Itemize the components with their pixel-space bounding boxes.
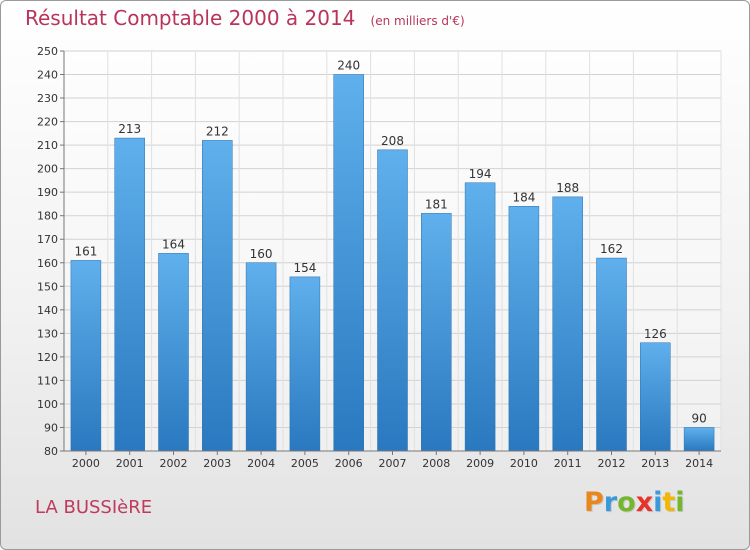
x-tick-label-2006: 2006 [335, 457, 363, 470]
y-tick-label: 90 [44, 421, 58, 434]
y-tick-label: 110 [37, 374, 58, 387]
data-label-2013: 126 [644, 327, 667, 341]
bar-2011 [552, 196, 583, 452]
bar-2014 [683, 427, 715, 452]
logo-letter: x [635, 487, 654, 518]
chart-title: Résultat Comptable 2000 à 2014 [25, 6, 356, 30]
x-tick-label-2009: 2009 [466, 457, 494, 470]
bar-2005 [289, 276, 321, 452]
y-tick-label: 150 [37, 280, 58, 293]
y-tick-label: 120 [37, 351, 58, 364]
data-label-2006: 240 [337, 59, 360, 73]
x-tick-label-2013: 2013 [641, 457, 669, 470]
y-tick-label: 240 [37, 69, 58, 82]
bar-2010 [508, 206, 540, 452]
y-tick-label: 250 [37, 45, 58, 58]
x-tick-label-2003: 2003 [203, 457, 231, 470]
y-tick-label: 130 [37, 327, 58, 340]
data-label-2008: 181 [425, 197, 448, 211]
y-tick-label: 200 [37, 163, 58, 176]
bar-2004 [245, 262, 277, 452]
x-tick-label-2012: 2012 [598, 457, 626, 470]
x-tick-label-2000: 2000 [72, 457, 100, 470]
commune-name: LA BUSSIèRE [35, 497, 153, 518]
bar-2003 [202, 140, 233, 452]
x-tick-label-2007: 2007 [379, 457, 407, 470]
y-tick-label: 220 [37, 116, 58, 129]
data-label-2014: 90 [691, 411, 706, 425]
data-label-2009: 194 [469, 167, 492, 181]
y-tick-label: 230 [37, 92, 58, 105]
x-tick-label-2005: 2005 [291, 457, 319, 470]
title-block: Résultat Comptable 2000 à 2014 (en milli… [25, 6, 465, 30]
y-tick-label: 140 [37, 304, 58, 317]
data-label-2001: 213 [118, 122, 141, 136]
bars [70, 74, 715, 452]
logo-letter: P [584, 487, 604, 518]
bar-2000 [70, 260, 102, 452]
x-tick-label-2010: 2010 [510, 457, 538, 470]
data-label-2007: 208 [381, 134, 404, 148]
x-tick-label-2011: 2011 [554, 457, 582, 470]
bar-2007 [377, 149, 408, 452]
logo-letter: r [603, 487, 618, 518]
data-label-2004: 160 [250, 247, 273, 261]
data-label-2011: 188 [556, 181, 579, 195]
axes: 80 90 100 110 120 130 140 150 160 170 180 190 200 210… [37, 45, 721, 470]
data-labels: 161 213 164 212 160 154 240 208 181 194 184 188 162 1… [74, 59, 706, 426]
y-tick-label: 190 [37, 186, 58, 199]
x-tick-label-2004: 2004 [247, 457, 275, 470]
bar-2001 [114, 137, 145, 452]
bar-2008 [421, 213, 452, 452]
y-tick-label: 210 [37, 139, 58, 152]
proxiti-logo[interactable]: Proxiti [584, 487, 685, 518]
bar-2009 [464, 182, 496, 452]
data-label-2003: 212 [206, 124, 229, 138]
chart-subtitle: (en milliers d'€) [370, 14, 465, 28]
data-label-2005: 154 [293, 261, 316, 275]
y-tick-label: 80 [44, 445, 58, 458]
y-tick-label: 170 [37, 233, 58, 246]
y-tick-label: 180 [37, 210, 58, 223]
x-tick-label-2008: 2008 [422, 457, 450, 470]
x-tick-label-2001: 2001 [116, 457, 144, 470]
logo-letter: i [653, 487, 663, 518]
data-label-2000: 161 [74, 244, 97, 258]
y-tick-label: 160 [37, 257, 58, 270]
data-label-2010: 184 [512, 190, 535, 204]
logo-letter: i [675, 487, 685, 518]
bar-2006 [333, 74, 364, 452]
bar-2012 [596, 257, 627, 452]
logo-letter: o [617, 487, 636, 518]
data-label-2012: 162 [600, 242, 623, 256]
y-tick-label: 100 [37, 398, 58, 411]
x-tick-label-2014: 2014 [685, 457, 713, 470]
logo-letter: t [662, 487, 676, 518]
bar-2013 [640, 342, 671, 452]
x-tick-label-2002: 2002 [160, 457, 188, 470]
bar-2002 [158, 253, 189, 452]
data-label-2002: 164 [162, 237, 185, 251]
